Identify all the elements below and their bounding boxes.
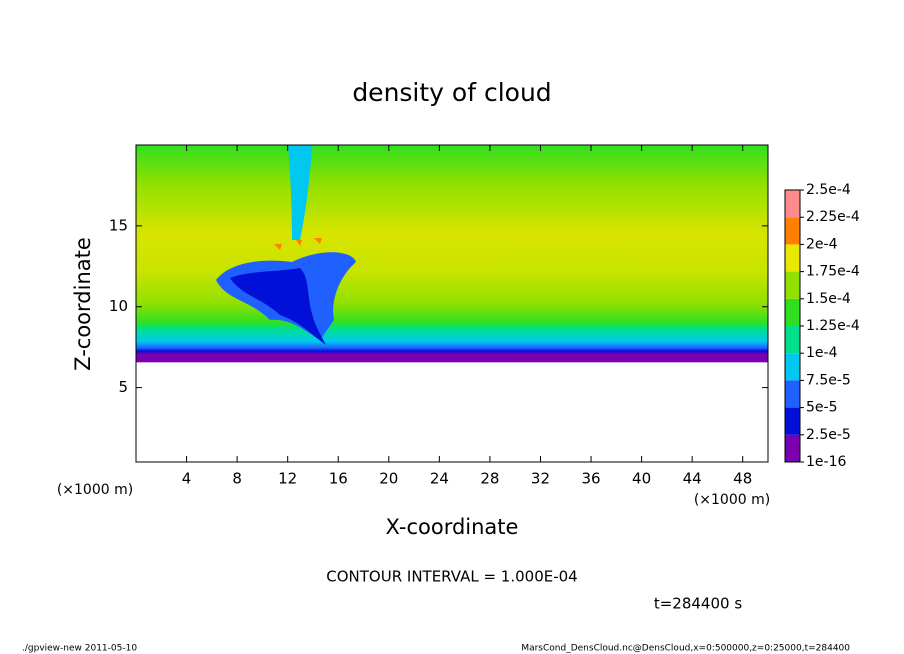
colorbar-band xyxy=(785,190,800,218)
colorbar-band xyxy=(785,271,800,299)
x-tick-label: 28 xyxy=(480,470,499,488)
colorbar-band xyxy=(785,217,800,245)
footer-left: ./gpview-new 2011-05-10 xyxy=(22,644,137,654)
x-tick-label: 44 xyxy=(683,470,702,488)
x-tick-label: 36 xyxy=(581,470,600,488)
colorbar-label: 2.25e-4 xyxy=(806,209,860,225)
y-tick-label: 5 xyxy=(118,378,128,396)
colorbar-band xyxy=(785,244,800,272)
x-tick-label: 32 xyxy=(531,470,550,488)
colorbar-label: 1e-4 xyxy=(806,345,838,361)
colorbar-label: 1.25e-4 xyxy=(806,318,860,334)
footer-right: MarsCond_DensCloud.nc@DensCloud,x=0:5000… xyxy=(521,644,850,654)
x-tick-label: 20 xyxy=(379,470,398,488)
colorbar-band xyxy=(785,326,800,354)
colorbar-label: 2.5e-4 xyxy=(806,182,851,198)
colorbar-label: 1.75e-4 xyxy=(806,264,860,280)
colorbar-band xyxy=(785,380,800,408)
x-tick-label: 8 xyxy=(232,470,242,488)
contour-interval: CONTOUR INTERVAL = 1.000E-04 xyxy=(326,568,577,586)
y-axis-label: Z-coordinate xyxy=(71,237,95,371)
x-tick-label: 40 xyxy=(632,470,651,488)
x-tick-label: 16 xyxy=(329,470,348,488)
colorbar-label: 2e-4 xyxy=(806,236,838,252)
time-label: t=284400 s xyxy=(654,595,742,613)
colorbar-band xyxy=(785,407,800,435)
y-tick-label: 15 xyxy=(109,216,128,234)
x-tick-label: 4 xyxy=(182,470,192,488)
colorbar-band xyxy=(785,353,800,381)
x-unit: (×1000 m) xyxy=(694,492,770,508)
x-tick-label: 24 xyxy=(430,470,449,488)
x-axis-label: X-coordinate xyxy=(386,515,519,539)
colorbar-band xyxy=(785,434,800,462)
chart-title: density of cloud xyxy=(352,78,551,107)
colorbar-label: 1.5e-4 xyxy=(806,291,851,307)
colorbar-label: 7.5e-5 xyxy=(806,372,851,388)
colorbar-label: 2.5e-5 xyxy=(806,427,851,443)
colorbar-band xyxy=(785,298,800,326)
colorbar-label: 1e-16 xyxy=(806,454,846,470)
colorbar-label: 5e-5 xyxy=(806,400,837,416)
field xyxy=(136,145,768,462)
y-unit: (×1000 m) xyxy=(57,482,133,498)
plot-frame xyxy=(135,144,769,463)
y-tick-label: 10 xyxy=(109,297,128,315)
x-tick-label: 48 xyxy=(733,470,752,488)
x-tick-label: 12 xyxy=(278,470,297,488)
